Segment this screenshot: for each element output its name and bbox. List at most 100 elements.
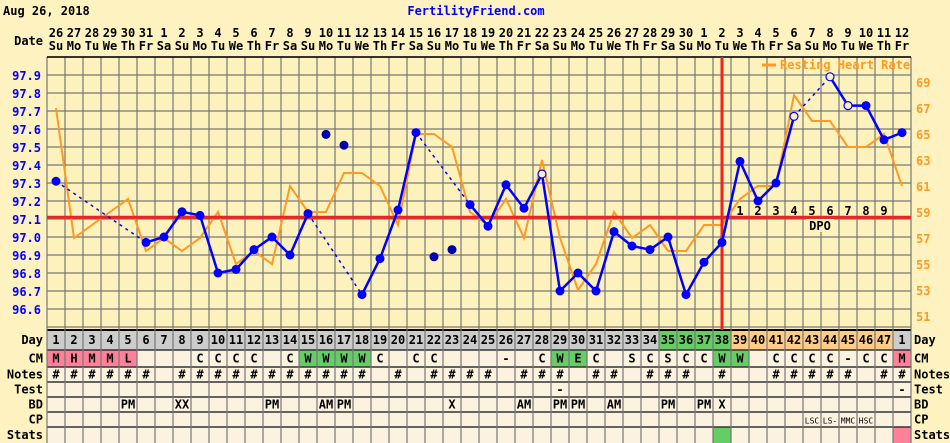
bd-cell-text[interactable]: PM [571,398,585,412]
notes-cell-text[interactable]: # [250,368,258,382]
notes-cell-text[interactable]: # [286,368,294,382]
cm-cell-text[interactable]: M [898,352,905,366]
notes-cell-text[interactable]: # [646,368,654,382]
temp-point[interactable] [573,268,583,278]
notes-cell-text[interactable]: # [322,368,330,382]
stats-cell[interactable] [713,427,731,443]
notes-cell-text[interactable]: # [466,368,474,382]
notes-cell-text[interactable]: # [142,368,150,382]
temp-point[interactable] [609,227,619,237]
temp-point[interactable] [357,290,367,300]
notes-cell-text[interactable]: # [844,368,852,382]
bd-cell-text[interactable]: PM [553,398,567,412]
temp-point[interactable] [753,196,763,206]
cm-cell[interactable] [317,350,335,367]
notes-cell-text[interactable]: # [52,368,60,382]
notes-cell-text[interactable]: # [214,368,222,382]
notes-cell-text[interactable]: # [718,368,726,382]
stats-cell[interactable] [893,427,911,443]
notes-cell-text[interactable]: # [520,368,528,382]
temp-point[interactable] [159,232,169,242]
temp-point[interactable] [285,250,295,260]
notes-cell-text[interactable]: # [808,368,816,382]
notes-cell-text[interactable]: # [592,368,600,382]
cm-cell-text[interactable]: C [880,352,887,366]
cm-cell-text[interactable]: - [844,352,851,366]
temp-point[interactable] [645,245,655,255]
test-cell-text[interactable]: - [556,383,563,397]
cm-cell[interactable] [569,350,587,367]
bd-cell-text[interactable]: PM [121,398,135,412]
cm-cell-text[interactable]: W [556,352,564,366]
bd-cell-text[interactable]: PM [265,398,279,412]
bd-cell-text[interactable]: PM [337,398,351,412]
cm-cell-text[interactable]: L [124,352,131,366]
cm-cell[interactable] [101,350,119,367]
temp-point[interactable] [681,290,691,300]
temp-point[interactable] [861,101,871,111]
cm-cell[interactable] [893,350,911,367]
cm-cell-text[interactable]: C [538,352,545,366]
bd-cell-text[interactable]: AM [517,398,531,412]
cm-cell-text[interactable]: W [358,352,366,366]
cm-cell[interactable] [731,350,749,367]
temp-point-discarded[interactable] [447,245,457,255]
temp-point[interactable] [303,209,313,219]
temp-point[interactable] [717,237,727,247]
notes-cell-text[interactable]: # [124,368,132,382]
cm-cell[interactable] [299,350,317,367]
cm-cell-text[interactable]: C [808,352,815,366]
cm-cell-text[interactable]: W [322,352,330,366]
cm-cell-text[interactable]: E [574,352,581,366]
cp-cell-text[interactable]: MMC [841,417,856,426]
temp-point[interactable] [699,257,709,267]
notes-cell-text[interactable]: # [430,368,438,382]
temp-point[interactable] [627,241,637,251]
cm-cell-text[interactable]: W [736,352,744,366]
temp-point[interactable] [393,205,403,215]
cm-cell-text[interactable]: C [772,352,779,366]
notes-cell-text[interactable]: # [898,368,906,382]
bd-cell-text[interactable]: PM [661,398,675,412]
notes-cell-text[interactable]: # [682,368,690,382]
notes-cell-text[interactable]: # [826,368,834,382]
notes-cell-text[interactable]: # [88,368,96,382]
cm-cell[interactable] [65,350,83,367]
temp-point[interactable] [591,286,601,296]
cm-cell-text[interactable]: S [664,352,671,366]
cm-cell[interactable] [713,350,731,367]
cm-cell-text[interactable]: C [700,352,707,366]
cm-cell-text[interactable]: C [862,352,869,366]
cm-cell-text[interactable]: C [826,352,833,366]
temp-point-open[interactable] [843,100,853,111]
notes-cell-text[interactable]: # [70,368,78,382]
cm-cell[interactable] [83,350,101,367]
notes-cell-text[interactable]: # [538,368,546,382]
cm-cell-text[interactable]: C [682,352,689,366]
cp-cell-text[interactable]: HSC [859,417,874,426]
cm-cell[interactable] [47,350,65,367]
temp-point[interactable] [897,128,907,138]
temp-point[interactable] [519,203,529,213]
notes-cell-text[interactable]: # [106,368,114,382]
cm-cell-text[interactable]: C [646,352,653,366]
cm-cell-text[interactable]: H [70,352,77,366]
cm-cell-text[interactable]: C [214,352,221,366]
cm-cell[interactable] [353,350,371,367]
cm-cell-text[interactable]: W [304,352,312,366]
cm-cell-text[interactable]: C [286,352,293,366]
notes-cell-text[interactable]: # [880,368,888,382]
notes-cell-text[interactable]: # [610,368,618,382]
temp-point[interactable] [663,232,673,242]
temp-point[interactable] [141,237,151,247]
temp-point[interactable] [555,286,565,296]
notes-cell-text[interactable]: # [664,368,672,382]
notes-cell-text[interactable]: # [358,368,366,382]
notes-cell-text[interactable]: # [448,368,456,382]
cp-cell-text[interactable]: LS- [823,417,837,426]
cm-cell-text[interactable]: W [718,352,726,366]
notes-cell-text[interactable]: # [196,368,204,382]
notes-cell-text[interactable]: # [484,368,492,382]
temp-point[interactable] [483,221,493,231]
cm-cell-text[interactable]: C [232,352,239,366]
